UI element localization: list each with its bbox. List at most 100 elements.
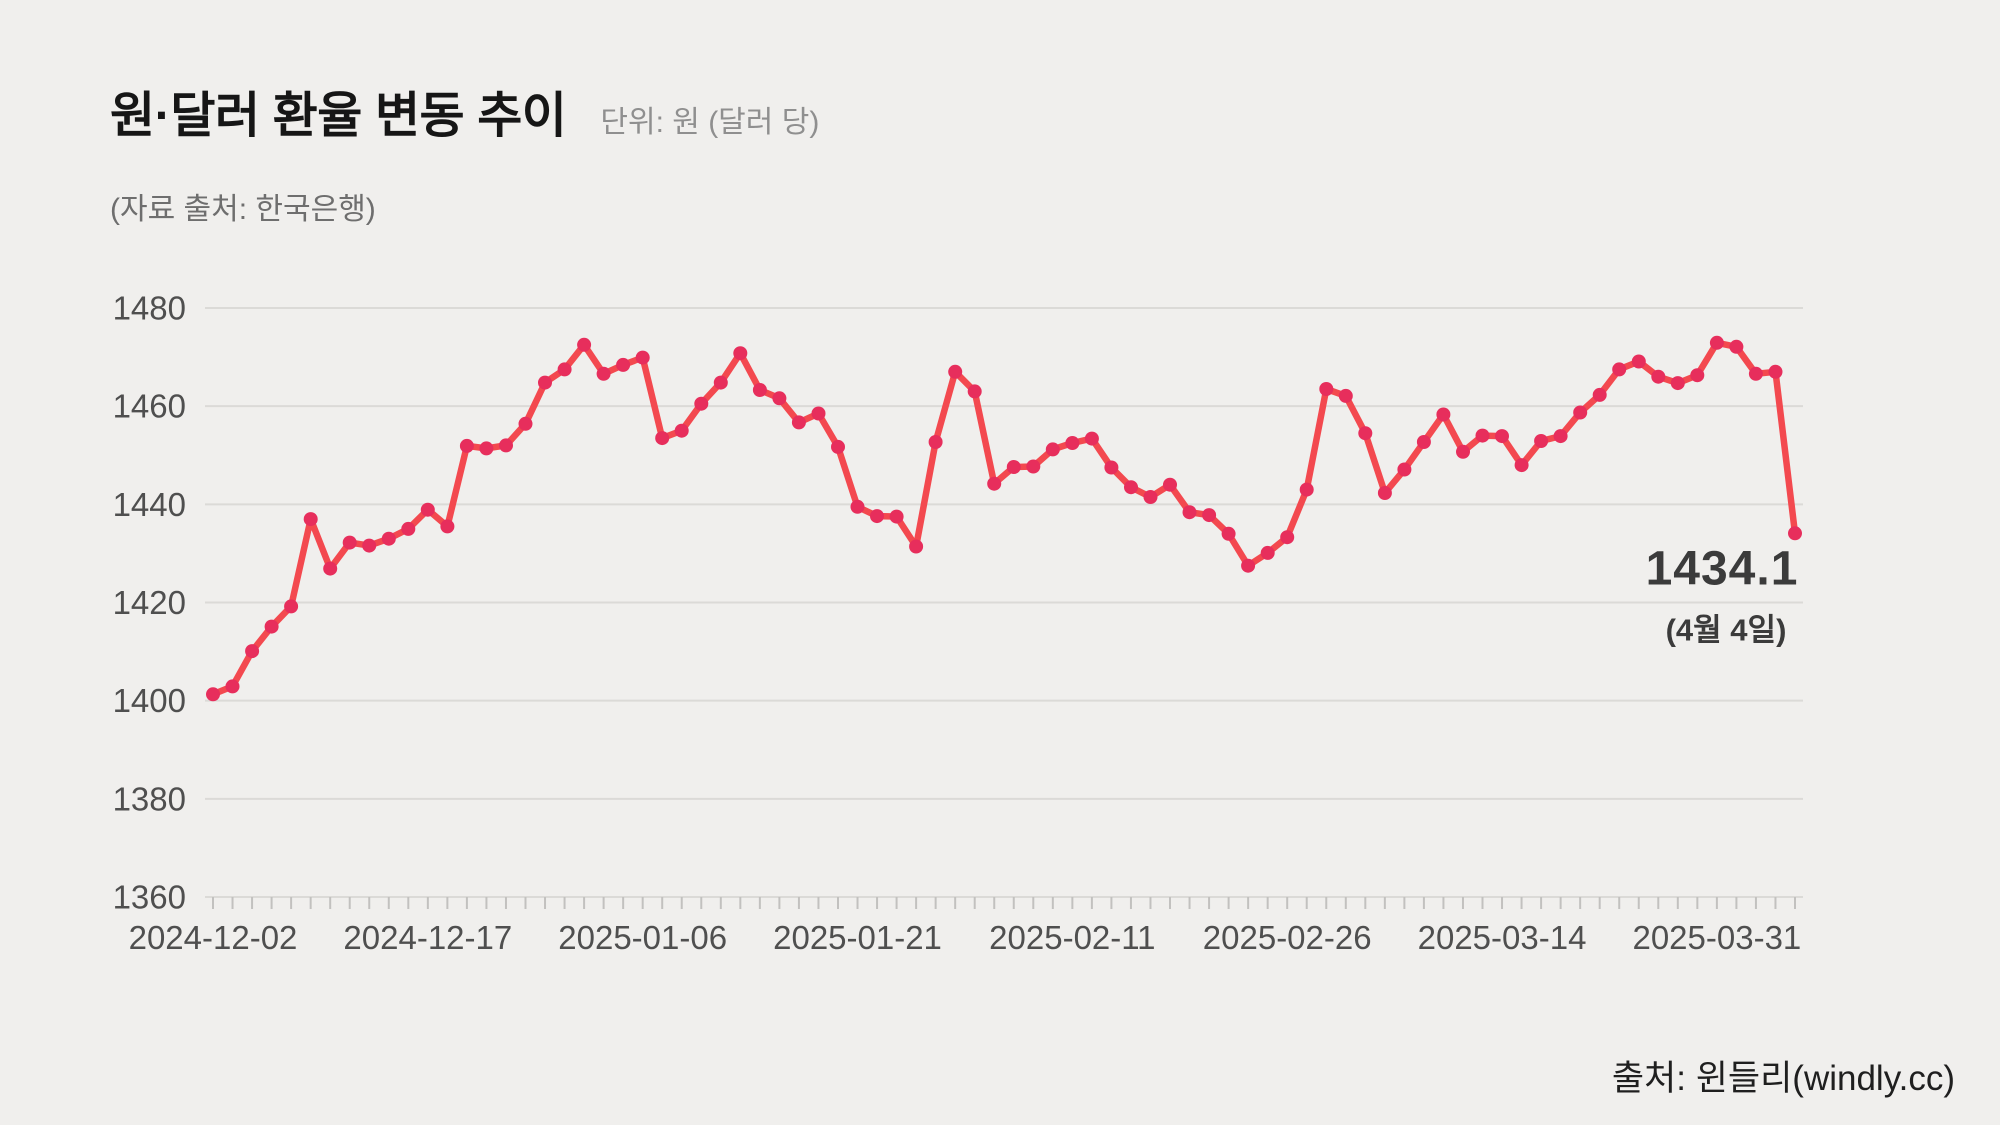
x-tick-label: 2024-12-17 — [343, 919, 512, 956]
data-point — [948, 364, 963, 379]
data-point — [225, 679, 240, 694]
data-point — [284, 599, 299, 614]
data-point — [1475, 428, 1490, 443]
data-point — [1084, 431, 1099, 446]
data-point — [1182, 505, 1197, 520]
data-point — [459, 438, 474, 453]
data-point — [577, 337, 592, 352]
data-point — [635, 350, 650, 365]
data-point — [1416, 435, 1431, 449]
data-point — [1788, 526, 1802, 541]
data-point — [518, 416, 533, 431]
chart-header: 원·달러 환율 변동 추이 단위: 원 (달러 당) — [110, 76, 819, 147]
data-point — [713, 375, 728, 390]
data-point — [479, 441, 494, 456]
data-point — [1143, 490, 1158, 504]
data-point — [1709, 335, 1724, 350]
data-point — [674, 423, 689, 438]
data-point — [1748, 366, 1763, 381]
data-point — [1436, 407, 1451, 422]
data-point — [616, 357, 631, 372]
data-point — [1221, 526, 1236, 541]
data-point — [1202, 508, 1217, 523]
x-tick-label: 2024-12-02 — [129, 919, 298, 956]
data-point — [362, 538, 377, 553]
data-point — [264, 619, 279, 634]
x-tick-label: 2025-03-31 — [1632, 919, 1801, 956]
data-point — [1670, 376, 1685, 391]
data-point — [1456, 444, 1470, 459]
data-point — [811, 406, 826, 421]
footer-credit: 출처: 윈들리(windly.cc) — [1611, 1059, 1955, 1098]
data-point — [889, 509, 904, 524]
data-point — [1514, 458, 1529, 473]
data-point — [1260, 545, 1275, 560]
data-point — [987, 476, 1002, 491]
data-point — [831, 439, 845, 454]
data-point — [342, 535, 357, 550]
data-point — [1534, 434, 1549, 448]
data-point — [323, 561, 338, 576]
data-point — [1631, 354, 1646, 369]
data-point — [1553, 429, 1568, 444]
data-point — [1124, 480, 1138, 495]
data-point — [1729, 339, 1744, 354]
y-tick-label: 1440 — [113, 486, 186, 523]
y-tick-label: 1380 — [113, 780, 186, 817]
data-point — [967, 384, 982, 399]
last-value-annotation: 1434.1 — [1645, 542, 1799, 596]
data-point — [1241, 558, 1256, 573]
data-point — [1045, 442, 1060, 457]
page-title: 원·달러 환율 변동 추이 — [110, 89, 567, 143]
data-point — [1358, 426, 1373, 441]
data-point — [752, 383, 767, 397]
data-point — [1612, 362, 1627, 377]
data-point — [694, 396, 709, 411]
data-point — [1006, 460, 1021, 474]
data-point — [420, 502, 435, 517]
data-point — [1319, 382, 1334, 396]
data-point — [245, 644, 260, 659]
data-point — [206, 687, 220, 702]
y-tick-label: 1420 — [113, 584, 186, 621]
data-point — [928, 435, 943, 449]
data-point — [1338, 388, 1353, 403]
data-point — [381, 531, 396, 546]
x-tick-label: 2025-02-26 — [1203, 919, 1372, 956]
data-point — [1299, 482, 1314, 497]
data-point — [909, 539, 924, 554]
data-point — [1026, 459, 1041, 474]
x-tick-label: 2025-03-14 — [1418, 919, 1587, 956]
y-tick-label: 1480 — [113, 290, 186, 327]
data-point — [596, 366, 611, 381]
data-point — [733, 346, 748, 361]
data-point — [1397, 462, 1412, 477]
data-point — [870, 509, 884, 524]
data-point — [1104, 460, 1119, 475]
data-point — [772, 391, 787, 406]
x-tick-label: 2025-02-11 — [989, 919, 1155, 956]
data-point — [1163, 477, 1177, 492]
unit-label: 단위: 원 (달러 당) — [600, 106, 820, 139]
data-source-note: (자료 출처: 한국은행) — [110, 193, 376, 226]
data-point — [1651, 369, 1666, 384]
data-point — [791, 415, 806, 430]
data-point — [557, 362, 572, 377]
data-point — [655, 431, 670, 446]
data-point — [1592, 387, 1607, 402]
data-point — [1065, 436, 1080, 450]
data-point — [1573, 405, 1588, 420]
data-point — [1280, 530, 1295, 545]
y-tick-label: 1360 — [113, 879, 186, 916]
data-point — [1377, 486, 1392, 500]
x-tick-label: 2025-01-06 — [558, 919, 727, 956]
data-point — [538, 375, 552, 390]
last-value-date-annotation: (4월 4일) — [1665, 612, 1787, 648]
data-point — [1768, 364, 1783, 379]
data-point — [1495, 429, 1509, 444]
exchange-rate-line — [209, 339, 1799, 698]
y-tick-label: 1400 — [113, 682, 186, 719]
data-point — [401, 521, 416, 536]
